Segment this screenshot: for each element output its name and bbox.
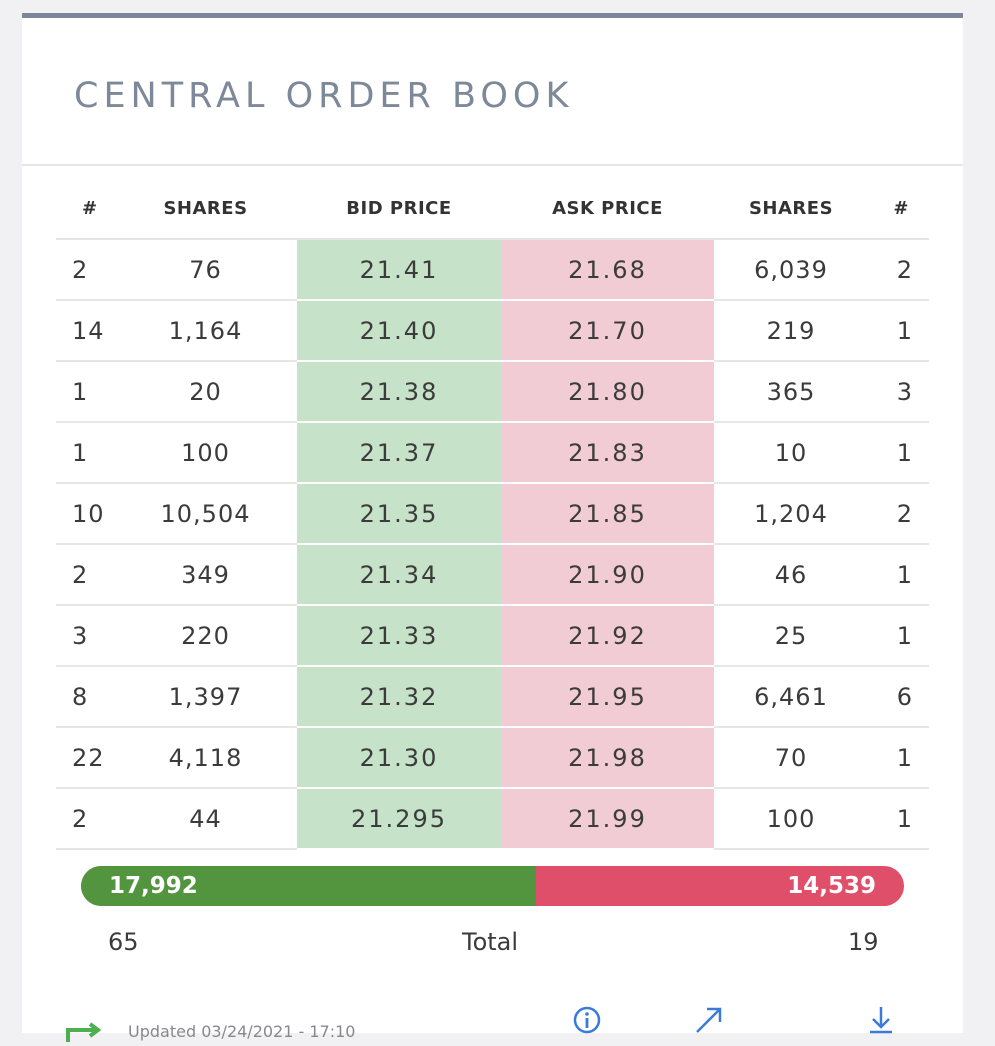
total-label: Total (462, 928, 519, 956)
ask-order-count: 1 (868, 727, 929, 789)
table-row[interactable]: 3 220 21.33 21.92 25 1 (56, 605, 929, 667)
ask-shares: 10 (714, 422, 868, 484)
ask-order-count: 2 (868, 483, 929, 545)
ask-order-count: 6 (868, 666, 929, 728)
bid-order-count: 1 (56, 361, 114, 423)
table-row[interactable]: 14 1,164 21.40 21.70 219 1 (56, 300, 929, 362)
column-header-ask-shares[interactable]: SHARES (714, 178, 868, 240)
ask-shares: 1,204 (714, 483, 868, 545)
table-row[interactable]: 8 1,397 21.32 21.95 6,461 6 (56, 666, 929, 728)
ask-shares: 6,039 (714, 239, 868, 301)
table-row[interactable]: 2 44 21.295 21.99 100 1 (56, 788, 929, 850)
bid-volume-bar (81, 866, 537, 906)
table-row[interactable]: 22 4,118 21.30 21.98 70 1 (56, 727, 929, 789)
ask-price: 21.98 (501, 727, 714, 789)
card-header: CENTRAL ORDER BOOK (22, 18, 963, 166)
bid-order-count: 14 (56, 300, 114, 362)
ask-price: 21.70 (501, 300, 714, 362)
table-row[interactable]: 1 20 21.38 21.80 365 3 (56, 361, 929, 423)
ask-shares-total: 14,539 (787, 873, 876, 899)
ask-price: 21.85 (501, 483, 714, 545)
bid-price: 21.41 (297, 239, 501, 301)
ask-shares: 100 (714, 788, 868, 850)
ask-price: 21.92 (501, 605, 714, 667)
bid-shares: 44 (114, 788, 297, 850)
bid-price: 21.30 (297, 727, 501, 789)
info-icon[interactable] (571, 1004, 603, 1040)
ask-shares: 6,461 (714, 666, 868, 728)
bid-order-count: 10 (56, 483, 114, 545)
ask-order-count: 1 (868, 605, 929, 667)
ask-shares: 70 (714, 727, 868, 789)
table-header-row: # SHARES BID PRICE ASK PRICE SHARES # (56, 178, 929, 240)
expand-icon[interactable] (693, 1004, 725, 1040)
bid-shares: 220 (114, 605, 297, 667)
ask-order-count: 1 (868, 422, 929, 484)
volume-ratio-bar: 17,992 14,539 (81, 866, 904, 906)
bid-order-count: 22 (56, 727, 114, 789)
bid-shares: 76 (114, 239, 297, 301)
download-icon[interactable] (865, 1004, 897, 1040)
ask-order-count: 3 (868, 361, 929, 423)
table-row[interactable]: 2 349 21.34 21.90 46 1 (56, 544, 929, 606)
ask-price: 21.99 (501, 788, 714, 850)
bid-shares: 1,164 (114, 300, 297, 362)
bid-price: 21.32 (297, 666, 501, 728)
bid-shares: 4,118 (114, 727, 297, 789)
bid-price: 21.34 (297, 544, 501, 606)
bid-shares: 10,504 (114, 483, 297, 545)
table-row[interactable]: 2 76 21.41 21.68 6,039 2 (56, 239, 929, 301)
bid-order-count: 8 (56, 666, 114, 728)
ask-order-count: 1 (868, 544, 929, 606)
ask-price: 21.68 (501, 239, 714, 301)
page-title: CENTRAL ORDER BOOK (74, 76, 574, 116)
card-footer: Updated 03/24/2021 - 17:10 (22, 1002, 963, 1042)
bid-price: 21.40 (297, 300, 501, 362)
ask-order-count: 2 (868, 239, 929, 301)
bid-order-count: 3 (56, 605, 114, 667)
ask-shares: 25 (714, 605, 868, 667)
bid-shares-total: 17,992 (109, 873, 198, 899)
table-row[interactable]: 1 100 21.37 21.83 10 1 (56, 422, 929, 484)
ask-orders-total: 19 (848, 928, 879, 956)
bid-price: 21.33 (297, 605, 501, 667)
ask-order-count: 1 (868, 300, 929, 362)
ask-shares: 365 (714, 361, 868, 423)
bid-order-count: 1 (56, 422, 114, 484)
ask-shares: 46 (714, 544, 868, 606)
ask-order-count: 1 (868, 788, 929, 850)
table-row[interactable]: 10 10,504 21.35 21.85 1,204 2 (56, 483, 929, 545)
ask-price: 21.83 (501, 422, 714, 484)
bid-shares: 20 (114, 361, 297, 423)
order-book-card: CENTRAL ORDER BOOK # SHARES BID PRICE AS… (22, 13, 963, 1042)
column-header-ask-price[interactable]: ASK PRICE (501, 178, 714, 240)
bid-price: 21.295 (297, 788, 501, 850)
bid-order-count: 2 (56, 788, 114, 850)
bid-price: 21.35 (297, 483, 501, 545)
bid-price: 21.37 (297, 422, 501, 484)
bid-order-count: 2 (56, 544, 114, 606)
bid-shares: 1,397 (114, 666, 297, 728)
last-updated-text: Updated 03/24/2021 - 17:10 (128, 1022, 356, 1041)
column-header-bid-shares[interactable]: SHARES (114, 178, 297, 240)
ask-shares: 219 (714, 300, 868, 362)
bid-shares: 100 (114, 422, 297, 484)
ask-price: 21.95 (501, 666, 714, 728)
ask-price: 21.80 (501, 361, 714, 423)
ask-price: 21.90 (501, 544, 714, 606)
bid-orders-total: 65 (108, 928, 139, 956)
column-header-bid-price[interactable]: BID PRICE (297, 178, 501, 240)
bid-price: 21.38 (297, 361, 501, 423)
column-header-bid-count[interactable]: # (56, 178, 114, 240)
refresh-icon[interactable] (62, 1018, 102, 1046)
bid-order-count: 2 (56, 239, 114, 301)
bid-shares: 349 (114, 544, 297, 606)
column-header-ask-count[interactable]: # (868, 178, 929, 240)
